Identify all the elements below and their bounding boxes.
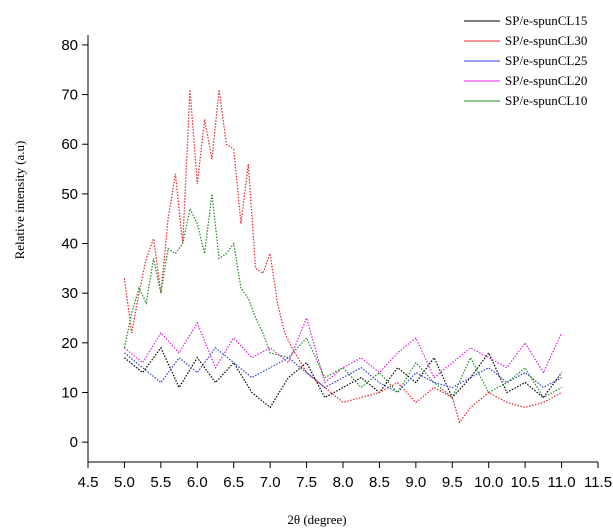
y-axis-title: Relative intensity (a.u) [12, 141, 27, 260]
series-line-sp-e-spuncl20 [124, 316, 563, 384]
series-line-sp-e-spuncl25 [124, 346, 562, 394]
x-tick-label: 9.0 [405, 474, 426, 491]
x-tick-label: 11.5 [584, 474, 612, 491]
legend-label: SP/e-spunCL30 [505, 33, 587, 48]
legend-item: SP/e-spunCL25 [464, 53, 587, 68]
y-axis: 0 10 20 30 40 50 60 70 80 [61, 35, 89, 462]
y-tick-label: 10 [61, 384, 78, 401]
legend-label: SP/e-spunCL15 [505, 13, 587, 28]
x-tick-label: 6.5 [223, 474, 244, 491]
x-tick-label: 5.5 [150, 474, 171, 491]
legend-item: SP/e-spunCL30 [464, 33, 587, 48]
legend-label: SP/e-spunCL20 [505, 73, 587, 88]
y-tick-label: 20 [61, 335, 78, 352]
legend-label: SP/e-spunCL25 [505, 53, 587, 68]
x-tick-label: 7.0 [260, 474, 281, 491]
y-tick-label: 60 [61, 136, 78, 153]
x-tick-label: 7.5 [296, 474, 317, 491]
series-line-sp-e-spuncl30 [123, 89, 562, 424]
legend-item: SP/e-spunCL20 [464, 73, 587, 88]
x-tick-label: 9.5 [442, 474, 463, 491]
legend-item: SP/e-spunCL10 [464, 93, 587, 108]
x-tick-label: 8.5 [369, 474, 390, 491]
y-tick-label: 30 [61, 285, 78, 302]
y-tick-label: 80 [61, 37, 78, 54]
legend-label: SP/e-spunCL10 [505, 93, 587, 108]
y-tick-label: 0 [70, 434, 78, 451]
legend-item: SP/e-spunCL15 [464, 13, 587, 28]
legend: SP/e-spunCL15 SP/e-spunCL30 SP/e-spunCL25 S… [464, 13, 587, 108]
x-tick-label: 8.0 [333, 474, 354, 491]
y-tick-label: 70 [61, 87, 78, 104]
x-axis: 4.5 5.0 5.5 6.0 6.5 7.0 7.5 8.0 8.5 9.0 9.5 10.0 10.… [78, 461, 612, 491]
plot-area [123, 89, 563, 424]
y-tick-label: 40 [61, 236, 78, 253]
x-tick-label: 6.0 [187, 474, 208, 491]
x-tick-label: 11.0 [548, 474, 576, 491]
x-tick-label: 10.5 [511, 474, 540, 491]
x-tick-label: 5.0 [114, 474, 135, 491]
y-tick-label: 50 [61, 186, 78, 203]
series-line-sp-e-spuncl10 [123, 193, 562, 399]
x-tick-label: 10.0 [474, 474, 503, 491]
x-tick-label: 4.5 [78, 474, 99, 491]
series-line-sp-e-spuncl15 [124, 346, 563, 409]
x-axis-title: 2θ (degree) [287, 512, 346, 527]
